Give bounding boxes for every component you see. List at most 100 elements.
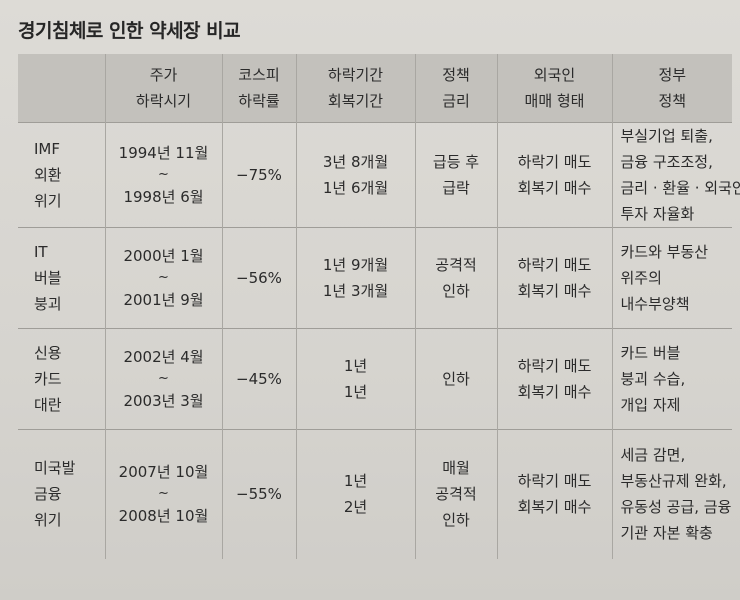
government-policy-cell-line: 부동산규제 완화, (620, 472, 727, 491)
table-row: IT 버블 붕괴 2000년 1월 ~2001년 9월 −56% 1년 9개월 1년 3개월 공… (18, 227, 732, 328)
crisis-name-cell-line: 카드 (34, 369, 62, 388)
government-policy-cell-line: 위주의 (620, 268, 662, 287)
decline-period-cell-line: 2001년 9월 (123, 290, 204, 309)
decline-period-cell-line: 1994년 11월 (118, 143, 209, 162)
decline-period-cell-line: ~ (158, 166, 169, 182)
rate-policy-cell: 인하 (414, 328, 497, 429)
crisis-name-cell-line: 금융 (34, 485, 62, 504)
government-policy-cell-line: 금리 · 환율 · 외국인 (620, 178, 740, 197)
government-policy-cell-line: 카드와 부동산 (620, 242, 709, 261)
header-government-policy-line: 정책 (658, 91, 687, 110)
duration-cell: 1년 9개월 1년 3개월 (295, 227, 415, 328)
rate-policy-cell-line: 공격적 (435, 255, 477, 274)
crisis-name-cell-line: IMF (34, 139, 60, 158)
table-row: 신용 카드 대란 2002년 4월 ~2003년 3월 −45% 1년 1년 인하 하락기 매도 회… (18, 328, 732, 429)
rate-policy-cell-line: 인하 (442, 511, 470, 530)
rate-policy-cell-line: 공격적 (435, 485, 477, 504)
header-decline-recovery-period-line: 회복기간 (327, 91, 384, 110)
table-header: 주가 하락시기 코스피 하락률 하락기간 회복기간 정책 금리 외국인 매매 형태 정부 정책 (18, 54, 732, 122)
kospi-drop-cell: −75% (221, 122, 296, 227)
duration-cell: 3년 8개월 1년 6개월 (295, 122, 415, 227)
header-policy-rate-line: 금리 (442, 91, 470, 110)
decline-period-cell-line: ~ (158, 269, 169, 285)
duration-cell-line: 1년 3개월 (322, 281, 389, 300)
header-government-policy-line: 정부 (658, 65, 687, 84)
government-policy-cell-line: 유동성 공급, 금융 (620, 498, 732, 517)
header-kospi-drop: 코스피 하락률 (221, 54, 296, 122)
foreign-trading-cell: 하락기 매도 회복기 매수 (496, 429, 612, 559)
kospi-drop-cell: −45% (221, 328, 296, 429)
header-stock-decline-period-line: 하락시기 (135, 91, 192, 110)
government-policy-cell-line: 부실기업 퇴출, (620, 126, 713, 145)
header-policy-rate: 정책 금리 (414, 54, 497, 122)
kospi-drop-cell: −56% (221, 227, 296, 328)
government-policy-cell-line: 기관 자본 확충 (620, 524, 713, 543)
government-policy-cell: 카드 버블 붕괴 수습, 개입 자제 (611, 328, 732, 429)
header-row: 주가 하락시기 코스피 하락률 하락기간 회복기간 정책 금리 외국인 매매 형태 정부 정책 (18, 54, 732, 122)
duration-cell: 1년 2년 (295, 429, 415, 559)
decline-period-cell: 1994년 11월 ~1998년 6월 (104, 122, 222, 227)
duration-cell-line: 1년 9개월 (322, 255, 389, 274)
rate-policy-cell-line: 급등 후 (432, 152, 480, 171)
rate-policy-cell-line: 급락 (442, 178, 470, 197)
government-policy-cell: 부실기업 퇴출, 금융 구조조정, 금리 · 환율 · 외국인 투자 자율화 (611, 122, 740, 227)
foreign-trading-cell-line: 하락기 매도 (517, 255, 592, 274)
header-foreign-trading-line: 외국인 (533, 65, 576, 84)
decline-period-cell-line: 2002년 4월 (123, 347, 204, 366)
header-foreign-trading-line: 매매 형태 (524, 91, 585, 110)
decline-period-cell: 2002년 4월 ~2003년 3월 (104, 328, 222, 429)
government-policy-cell-line: 붕괴 수습, (620, 369, 686, 388)
header-kospi-drop-line: 코스피 (238, 65, 280, 84)
duration-cell-line: 2년 (343, 498, 368, 517)
rate-policy-cell-line: 인하 (442, 369, 470, 388)
government-policy-cell-line: 개입 자제 (620, 395, 681, 414)
foreign-trading-cell-line: 하락기 매도 (517, 356, 592, 375)
foreign-trading-cell: 하락기 매도 회복기 매수 (496, 122, 612, 227)
government-policy-cell-line: 금융 구조조정, (620, 152, 713, 171)
kospi-drop-cell: −55% (221, 429, 296, 559)
table-body: IMF 외환 위기 1994년 11월 ~1998년 6월 −75% 3년 8개월 1년 6개… (18, 122, 740, 559)
crisis-name-cell-line: 위기 (34, 191, 62, 210)
rate-policy-cell-line: 인하 (442, 281, 470, 300)
crisis-name-cell: IMF 외환 위기 (18, 122, 105, 227)
decline-period-cell: 2007년 10월 ~2008년 10월 (104, 429, 222, 559)
foreign-trading-cell-line: 회복기 매수 (517, 382, 592, 401)
crisis-name-cell-line: 붕괴 (34, 294, 62, 313)
crisis-name-cell-line: 신용 (34, 343, 62, 362)
table-row: 미국발 금융 위기 2007년 10월 ~2008년 10월 −55% 1년 2년 매월 공격적 인… (18, 429, 732, 559)
decline-period-cell-line: 2007년 10월 (118, 463, 209, 482)
foreign-trading-cell-line: 하락기 매도 (517, 152, 592, 171)
government-policy-cell-line: 세금 감면, (620, 446, 686, 465)
foreign-trading-cell-line: 하락기 매도 (517, 472, 592, 491)
header-blank (18, 54, 105, 122)
duration-cell-line: 1년 (343, 356, 368, 375)
header-decline-recovery-period-line: 하락기간 (327, 65, 384, 84)
decline-period-cell-line: 2000년 1월 (123, 246, 204, 265)
crisis-name-cell-line: 위기 (34, 511, 62, 530)
duration-cell: 1년 1년 (295, 328, 415, 429)
duration-cell-line: 1년 6개월 (322, 178, 389, 197)
decline-period-cell-line: ~ (158, 370, 169, 386)
government-policy-cell-line: 내수부양책 (620, 294, 690, 313)
crisis-name-cell-line: 대란 (34, 395, 62, 414)
duration-cell-line: 1년 (343, 382, 368, 401)
crisis-name-cell-line: 미국발 (34, 459, 76, 478)
decline-period-cell-line: ~ (158, 486, 169, 502)
header-stock-decline-period-line: 주가 (149, 65, 178, 84)
rate-policy-cell-line: 매월 (442, 459, 470, 478)
foreign-trading-cell-line: 회복기 매수 (517, 281, 592, 300)
crisis-name-cell-line: 버블 (34, 268, 62, 287)
